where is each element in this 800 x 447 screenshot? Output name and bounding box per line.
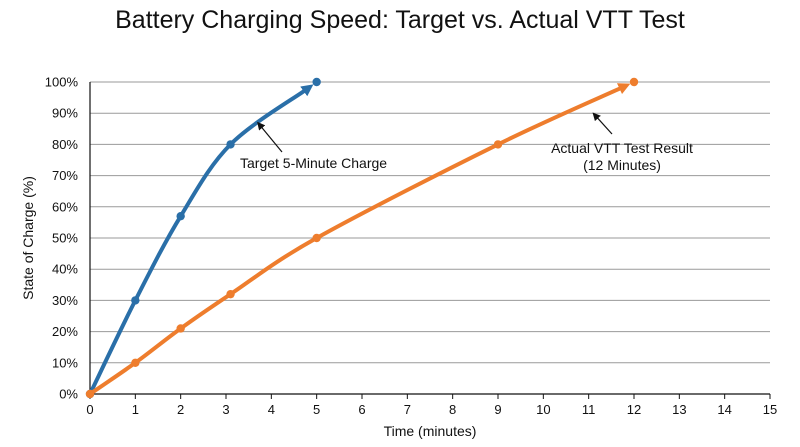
y-axis-label: State of Charge (%) — [20, 176, 36, 300]
data-point — [176, 211, 185, 221]
x-tick-label: 13 — [672, 402, 686, 417]
x-tick-label: 1 — [132, 402, 139, 417]
series-line — [88, 84, 314, 396]
annotation-arrow — [257, 121, 283, 153]
axis-layer — [89, 82, 771, 399]
x-tick-label: 0 — [86, 402, 93, 417]
y-tick-label: 10% — [52, 355, 78, 370]
annotation-arrow — [592, 112, 613, 135]
y-tick-label: 70% — [52, 168, 78, 183]
series-layer — [85, 77, 639, 399]
x-tick-label: 8 — [449, 402, 456, 417]
tick-layer: 0%10%20%30%40%50%60%70%80%90%100%0 1 2 3 4 5 6… — [45, 75, 777, 418]
y-tick-label: 60% — [52, 199, 78, 214]
data-point — [85, 389, 95, 399]
y-tick-label: 90% — [52, 106, 78, 121]
data-point — [312, 233, 321, 243]
annotation-1: Target 5-Minute Charge — [240, 121, 387, 171]
x-tick-label: 3 — [222, 402, 229, 417]
y-tick-label: 50% — [52, 231, 78, 246]
data-point — [493, 140, 503, 149]
x-tick-label: 12 — [627, 402, 641, 417]
data-point — [131, 296, 140, 305]
x-tick-label: 15 — [763, 402, 777, 417]
series-2 — [85, 77, 639, 399]
data-point — [629, 77, 639, 87]
x-tick-label: 5 — [313, 402, 320, 417]
y-tick-label: 80% — [52, 137, 78, 152]
x-tick-label: 11 — [582, 402, 596, 417]
annotation-2: Actual VTT Test Result(12 Minutes) — [551, 112, 693, 173]
data-point — [226, 289, 235, 299]
data-point — [312, 77, 321, 87]
chart-title: Battery Charging Speed: Target vs. Actua… — [115, 6, 685, 34]
grid-layer — [90, 81, 770, 364]
y-tick-label: 20% — [52, 324, 78, 339]
x-tick-label: 14 — [717, 402, 731, 417]
annotation-layer: Target 5-Minute Charge Actual VTT Test Re… — [240, 112, 693, 173]
x-tick-label: 2 — [177, 402, 184, 417]
annotation-text: Actual VTT Test Result — [551, 140, 693, 156]
y-tick-label: 0% — [59, 387, 78, 402]
data-point — [226, 140, 235, 149]
annotation-text: Target 5-Minute Charge — [240, 155, 387, 171]
y-tick-label: 30% — [52, 293, 78, 308]
data-point — [176, 324, 185, 333]
annotation-text: (12 Minutes) — [583, 157, 661, 173]
x-tick-label: 9 — [494, 402, 501, 417]
y-tick-label: 100% — [45, 75, 79, 90]
y-tick-label: 40% — [52, 262, 78, 277]
x-tick-label: 6 — [358, 402, 365, 417]
series-line — [88, 83, 631, 396]
x-tick-label: 10 — [536, 402, 550, 417]
x-tick-label: 4 — [268, 402, 275, 417]
x-tick-label: 7 — [404, 402, 411, 417]
data-point — [131, 358, 140, 367]
x-axis-label: Time (minutes) — [384, 423, 477, 439]
